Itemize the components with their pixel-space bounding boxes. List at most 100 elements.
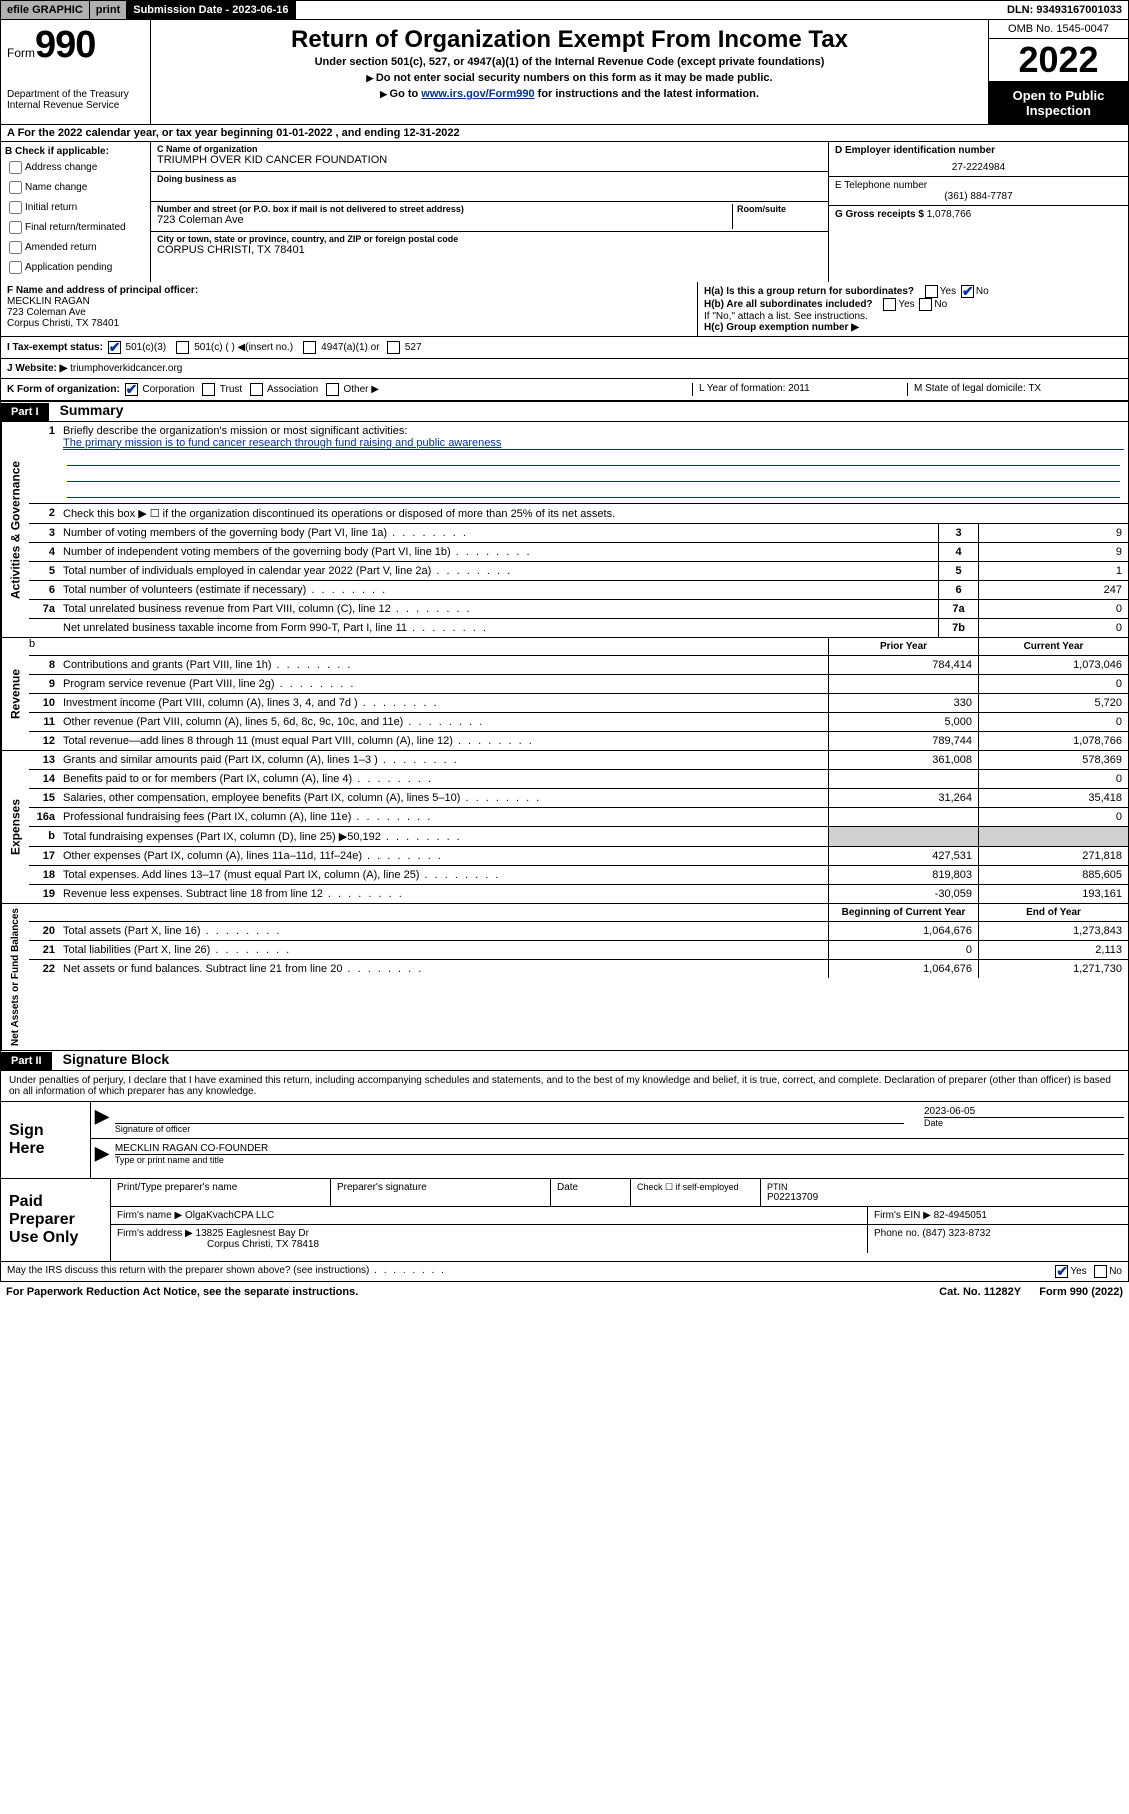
sig-arrow-icon: ▶: [95, 1143, 109, 1165]
form-footer: Form 990 (2022): [1039, 1286, 1123, 1298]
prep-h3: Date: [551, 1179, 631, 1206]
opt-other: Other ▶: [343, 384, 378, 395]
prep-h4: Check ☐ if self-employed: [631, 1179, 761, 1206]
chk-501c3[interactable]: [108, 341, 121, 354]
officer-name: MECKLIN RAGAN: [7, 296, 691, 307]
print-button[interactable]: print: [90, 1, 127, 19]
summary-row: 14Benefits paid to or for members (Part …: [29, 770, 1128, 789]
paperwork-note: For Paperwork Reduction Act Notice, see …: [6, 1286, 358, 1298]
prep-h2: Preparer's signature: [331, 1179, 551, 1206]
prep-ptin: P02213709: [767, 1192, 1122, 1203]
row-a-end: 12-31-2022: [403, 127, 459, 139]
vtab-governance: Activities & Governance: [1, 422, 29, 637]
row-a-begin: 01-01-2022: [276, 127, 332, 139]
summary-row: bTotal fundraising expenses (Part IX, co…: [29, 827, 1128, 847]
block-netassets: Net Assets or Fund Balances Beginning of…: [0, 904, 1129, 1051]
ha-label: H(a) Is this a group return for subordin…: [704, 286, 914, 297]
website-val: triumphoverkidcancer.org: [70, 363, 182, 374]
officer-addr2: Corpus Christi, TX 78401: [7, 318, 691, 329]
perjury-text: Under penalties of perjury, I declare th…: [1, 1071, 1128, 1102]
summary-row: 16aProfessional fundraising fees (Part I…: [29, 808, 1128, 827]
chk-amended[interactable]: Amended return: [5, 238, 146, 257]
row-k: K Form of organization: Corporation Trus…: [0, 379, 1129, 402]
website-label: J Website: ▶: [7, 363, 67, 374]
hdr-eoy: End of Year: [978, 904, 1128, 921]
sig-arrow-icon: ▶: [95, 1106, 109, 1134]
chk-501c[interactable]: [176, 341, 189, 354]
discuss-text: May the IRS discuss this return with the…: [7, 1265, 1053, 1278]
ha-no[interactable]: [961, 285, 974, 298]
col-d-einphone: D Employer identification number 27-2224…: [828, 142, 1128, 282]
hb-yes[interactable]: [883, 298, 896, 311]
sig-officer-label: Signature of officer: [115, 1124, 904, 1134]
q1-label: Briefly describe the organization's miss…: [63, 425, 1124, 437]
summary-row: 15Salaries, other compensation, employee…: [29, 789, 1128, 808]
tax-year: 2022: [989, 39, 1128, 82]
preparer-block: Paid Preparer Use Only Print/Type prepar…: [0, 1179, 1129, 1262]
discuss-yes[interactable]: [1055, 1265, 1068, 1278]
chk-label: Name change: [25, 182, 87, 193]
row-a-pre: A For the 2022 calendar year, or tax yea…: [7, 127, 276, 139]
top-bar: efile GRAPHIC print Submission Date - 20…: [0, 0, 1129, 20]
sig-date-label: Date: [924, 1118, 1124, 1128]
dept-label: Department of the Treasury Internal Reve…: [7, 89, 144, 111]
gross-label: G Gross receipts $: [835, 209, 924, 220]
hb-no[interactable]: [919, 298, 932, 311]
sign-here-label: Sign Here: [1, 1102, 91, 1178]
firm-phone: (847) 323-8732: [922, 1228, 990, 1239]
summary-row: 11Other revenue (Part VIII, column (A), …: [29, 713, 1128, 732]
form-org-label: K Form of organization:: [7, 384, 120, 395]
chk-4947[interactable]: [303, 341, 316, 354]
summary-row: 6Total number of volunteers (estimate if…: [29, 581, 1128, 600]
opt-corp: Corporation: [142, 384, 194, 395]
sig-date: 2023-06-05: [924, 1106, 1124, 1118]
street-val: 723 Coleman Ave: [157, 214, 732, 226]
form-header: Form990 Department of the Treasury Inter…: [0, 20, 1129, 125]
hdr-boy: Beginning of Current Year: [828, 904, 978, 921]
firm-name: OlgaKvachCPA LLC: [185, 1210, 274, 1221]
discuss-no[interactable]: [1094, 1265, 1107, 1278]
summary-row: 22Net assets or fund balances. Subtract …: [29, 960, 1128, 978]
state-domicile: M State of legal domicile: TX: [907, 383, 1122, 396]
sig-name-title-label: Type or print name and title: [115, 1155, 1124, 1165]
chk-final-return[interactable]: Final return/terminated: [5, 218, 146, 237]
chk-label: Application pending: [25, 262, 112, 273]
summary-row: 4Number of independent voting members of…: [29, 543, 1128, 562]
chk-app-pending[interactable]: Application pending: [5, 258, 146, 277]
row-a-mid: , and ending: [336, 127, 404, 139]
chk-assoc[interactable]: [250, 383, 263, 396]
chk-initial-return[interactable]: Initial return: [5, 198, 146, 217]
part1-badge: Part I: [1, 403, 49, 421]
block-governance: Activities & Governance 1 Briefly descri…: [0, 422, 1129, 638]
chk-corp[interactable]: [125, 383, 138, 396]
opt-527: 527: [405, 342, 422, 353]
omb-number: OMB No. 1545-0047: [989, 20, 1128, 39]
org-name-label: C Name of organization: [157, 144, 822, 154]
form-prefix: Form: [7, 46, 35, 60]
irs-link[interactable]: www.irs.gov/Form990: [421, 88, 534, 100]
chk-527[interactable]: [387, 341, 400, 354]
ein-label: D Employer identification number: [835, 145, 1122, 156]
part2-header: Part II Signature Block: [0, 1051, 1129, 1071]
signature-block: Under penalties of perjury, I declare th…: [0, 1071, 1129, 1179]
chk-address-change[interactable]: Address change: [5, 158, 146, 177]
opt-trust: Trust: [220, 384, 242, 395]
hb-label: H(b) Are all subordinates included?: [704, 299, 873, 310]
year-formation: L Year of formation: 2011: [692, 383, 907, 396]
ha-yes[interactable]: [925, 285, 938, 298]
part2-title: Signature Block: [55, 1051, 170, 1067]
summary-row: 13Grants and similar amounts paid (Part …: [29, 751, 1128, 770]
chk-name-change[interactable]: Name change: [5, 178, 146, 197]
form-subtitle: Under section 501(c), 527, or 4947(a)(1)…: [159, 56, 980, 68]
gross-val: 1,078,766: [927, 209, 972, 220]
efile-button[interactable]: efile GRAPHIC: [1, 1, 90, 19]
chk-trust[interactable]: [202, 383, 215, 396]
summary-row: 5Total number of individuals employed in…: [29, 562, 1128, 581]
opt-501c: 501(c) ( ) ◀(insert no.): [194, 342, 293, 353]
firm-addr2: Corpus Christi, TX 78418: [117, 1239, 861, 1250]
block-expenses: Expenses 13Grants and similar amounts pa…: [0, 751, 1129, 904]
chk-other[interactable]: [326, 383, 339, 396]
firm-addr1: 13825 Eaglesnest Bay Dr: [196, 1228, 309, 1239]
suite-label: Room/suite: [737, 204, 822, 214]
part2-badge: Part II: [1, 1052, 52, 1070]
